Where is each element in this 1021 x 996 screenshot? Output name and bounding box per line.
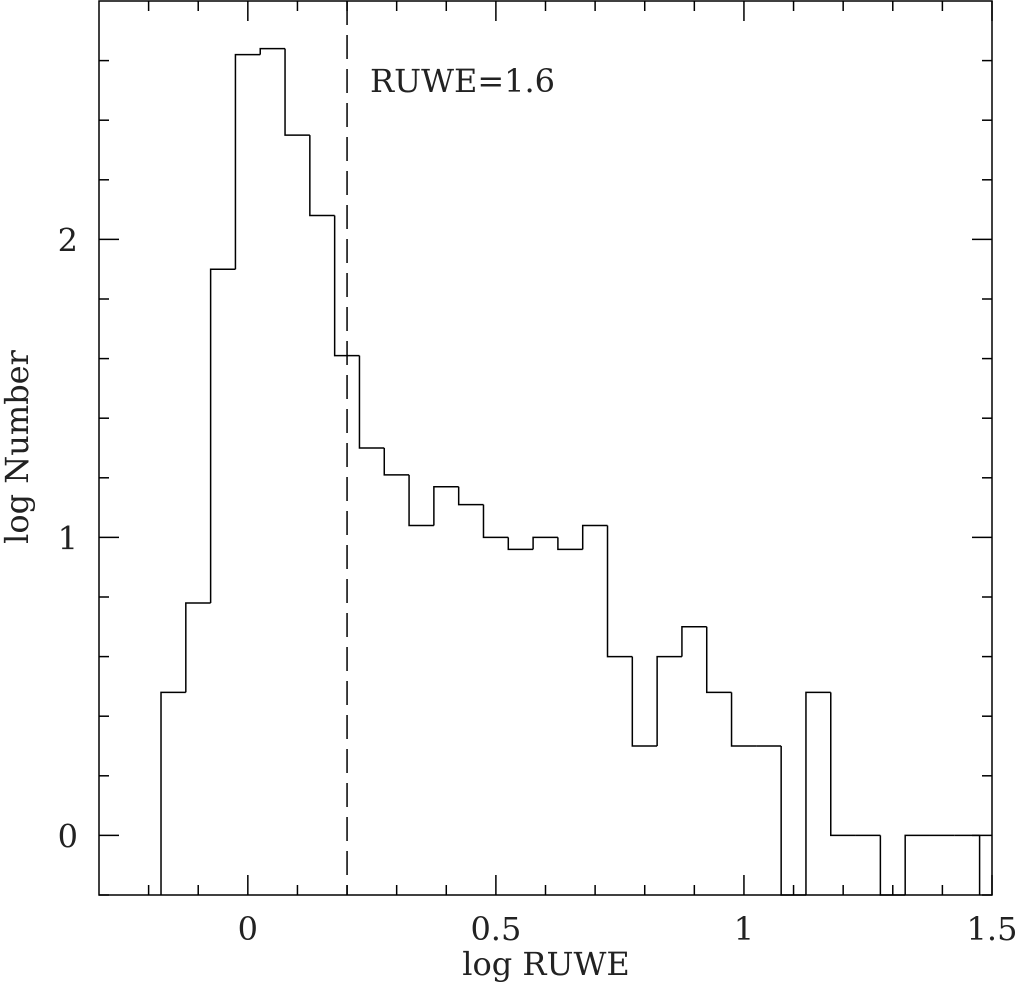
plot-frame	[98, 0, 993, 896]
histogram-bin	[656, 655, 682, 746]
histogram-bin	[631, 656, 658, 747]
y-axis-label: log Number	[0, 349, 36, 544]
histogram-bin	[581, 524, 608, 550]
histogram-bin	[433, 485, 459, 526]
histogram-bin	[284, 48, 310, 136]
histogram-bin	[830, 692, 856, 837]
histogram-bin	[358, 355, 385, 449]
histogram-bin	[705, 626, 732, 694]
histogram-bin	[160, 691, 186, 895]
y-tick-label: 0	[58, 817, 78, 855]
histogram-bin	[681, 626, 707, 657]
histogram-bin	[730, 692, 757, 747]
histogram-bin	[557, 537, 583, 551]
histogram-bin	[507, 537, 534, 551]
x-axis-label: log RUWE	[462, 945, 629, 983]
histogram-bin	[606, 525, 633, 658]
histogram-bin	[333, 215, 360, 357]
histogram-bin	[532, 536, 558, 550]
histogram-bin	[209, 268, 236, 603]
histogram-bin	[259, 47, 286, 55]
x-tick-label: 1	[734, 910, 754, 948]
histogram-bin	[234, 53, 261, 270]
annotation: RUWE=1.6	[370, 62, 555, 100]
empty-bin	[780, 746, 806, 896]
histogram-bin	[309, 135, 335, 217]
histogram-bin	[904, 834, 930, 895]
histogram-bin	[185, 602, 211, 693]
histogram-bin	[482, 504, 509, 539]
x-tick-label: 0.5	[470, 910, 521, 948]
x-tick-label: 1.5	[967, 910, 1018, 948]
empty-bin	[879, 835, 906, 896]
histogram-bin	[408, 474, 434, 527]
y-tick-label: 2	[58, 221, 78, 259]
histogram-bin	[805, 691, 831, 895]
histogram-bin	[457, 486, 484, 506]
x-tick-label: 0	[238, 910, 258, 948]
histogram-bin	[383, 448, 410, 476]
y-tick-label: 1	[58, 519, 78, 557]
